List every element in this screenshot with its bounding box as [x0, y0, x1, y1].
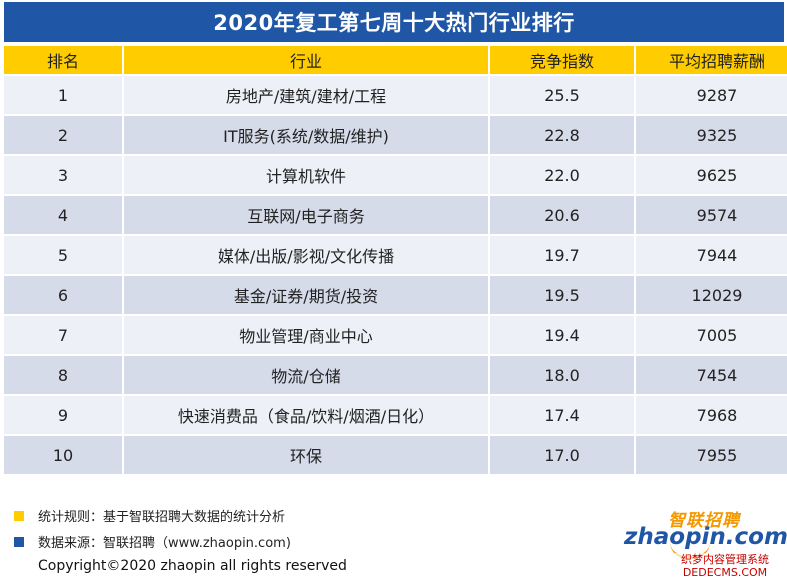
rank-cell: 9: [4, 396, 124, 434]
salary-cell: 7968: [636, 396, 787, 434]
competition-cell: 19.5: [490, 276, 636, 314]
header-competition: 竞争指数: [490, 46, 636, 74]
rank-cell: 10: [4, 436, 124, 474]
industry-cell: 快速消费品（食品/饮料/烟酒/日化）: [124, 396, 490, 434]
competition-cell: 22.0: [490, 156, 636, 194]
industry-cell: 互联网/电子商务: [124, 196, 490, 234]
copyright: Copyright©2020 zhaopin all rights reserv…: [38, 558, 347, 574]
salary-cell: 7955: [636, 436, 787, 474]
rank-cell: 6: [4, 276, 124, 314]
rank-cell: 2: [4, 116, 124, 154]
rank-cell: 1: [4, 76, 124, 114]
salary-cell: 7454: [636, 356, 787, 394]
footer: 统计规则：基于智联招聘大数据的统计分析 数据来源：智联招聘（www.zhaopi…: [0, 496, 787, 583]
zhaopin-logo: 智联招聘 zhaopin.com: [608, 506, 787, 559]
rank-cell: 5: [4, 236, 124, 274]
salary-cell: 12029: [636, 276, 787, 314]
industry-cell: 房地产/建筑/建材/工程: [124, 76, 490, 114]
table-row: 4 互联网/电子商务 20.6 9574: [4, 196, 787, 234]
industry-cell: 基金/证券/期货/投资: [124, 276, 490, 314]
header-rank: 排名: [4, 46, 124, 74]
watermark: 织梦内容管理系统 DEDECMS.COM: [665, 553, 785, 581]
competition-cell: 20.6: [490, 196, 636, 234]
yellow-square-icon: [14, 510, 24, 521]
competition-cell: 22.8: [490, 116, 636, 154]
table-row: 9 快速消费品（食品/饮料/烟酒/日化） 17.4 7968: [4, 396, 787, 434]
table-row: 8 物流/仓储 18.0 7454: [4, 356, 787, 394]
salary-cell: 9325: [636, 116, 787, 154]
salary-cell: 9574: [636, 196, 787, 234]
note-rule: 统计规则：基于智联招聘大数据的统计分析: [14, 506, 285, 525]
competition-cell: 19.7: [490, 236, 636, 274]
salary-cell: 7944: [636, 236, 787, 274]
table-row: 7 物业管理/商业中心 19.4 7005: [4, 316, 787, 354]
table-header-row: 排名 行业 竞争指数 平均招聘薪酬: [4, 46, 787, 74]
industry-cell: 环保: [124, 436, 490, 474]
salary-cell: 7005: [636, 316, 787, 354]
salary-cell: 9625: [636, 156, 787, 194]
table-row: 6 基金/证券/期货/投资 19.5 12029: [4, 276, 787, 314]
rank-cell: 8: [4, 356, 124, 394]
header-salary: 平均招聘薪酬: [636, 46, 787, 74]
table-row: 2 IT服务(系统/数据/维护) 22.8 9325: [4, 116, 787, 154]
industry-cell: 物业管理/商业中心: [124, 316, 490, 354]
rank-cell: 7: [4, 316, 124, 354]
competition-cell: 19.4: [490, 316, 636, 354]
industry-cell: 计算机软件: [124, 156, 490, 194]
note-rule-text: 统计规则：基于智联招聘大数据的统计分析: [38, 510, 286, 525]
table-row: 3 计算机软件 22.0 9625: [4, 156, 787, 194]
competition-cell: 25.5: [490, 76, 636, 114]
table-row: 1 房地产/建筑/建材/工程 25.5 9287: [4, 76, 787, 114]
salary-cell: 9287: [636, 76, 787, 114]
blue-square-icon: [14, 536, 24, 547]
competition-cell: 18.0: [490, 356, 636, 394]
note-source-text: 数据来源：智联招聘（www.zhaopin.com): [38, 536, 291, 551]
logo-cn-text: 智联招聘: [668, 511, 740, 531]
page-title: 2020年复工第七周十大热门行业排行: [4, 2, 784, 42]
competition-cell: 17.4: [490, 396, 636, 434]
rank-cell: 4: [4, 196, 124, 234]
competition-cell: 17.0: [490, 436, 636, 474]
ranking-table: 排名 行业 竞争指数 平均招聘薪酬 1 房地产/建筑/建材/工程 25.5 92…: [4, 44, 787, 476]
industry-cell: IT服务(系统/数据/维护): [124, 116, 490, 154]
table-row: 5 媒体/出版/影视/文化传播 19.7 7944: [4, 236, 787, 274]
watermark-line1: 织梦内容管理系统: [681, 553, 769, 566]
note-source: 数据来源：智联招聘（www.zhaopin.com): [14, 532, 291, 551]
table-row: 10 环保 17.0 7955: [4, 436, 787, 474]
industry-cell: 媒体/出版/影视/文化传播: [124, 236, 490, 274]
industry-cell: 物流/仓储: [124, 356, 490, 394]
rank-cell: 3: [4, 156, 124, 194]
header-industry: 行业: [124, 46, 490, 74]
watermark-line2: DEDECMS.COM: [682, 566, 768, 579]
